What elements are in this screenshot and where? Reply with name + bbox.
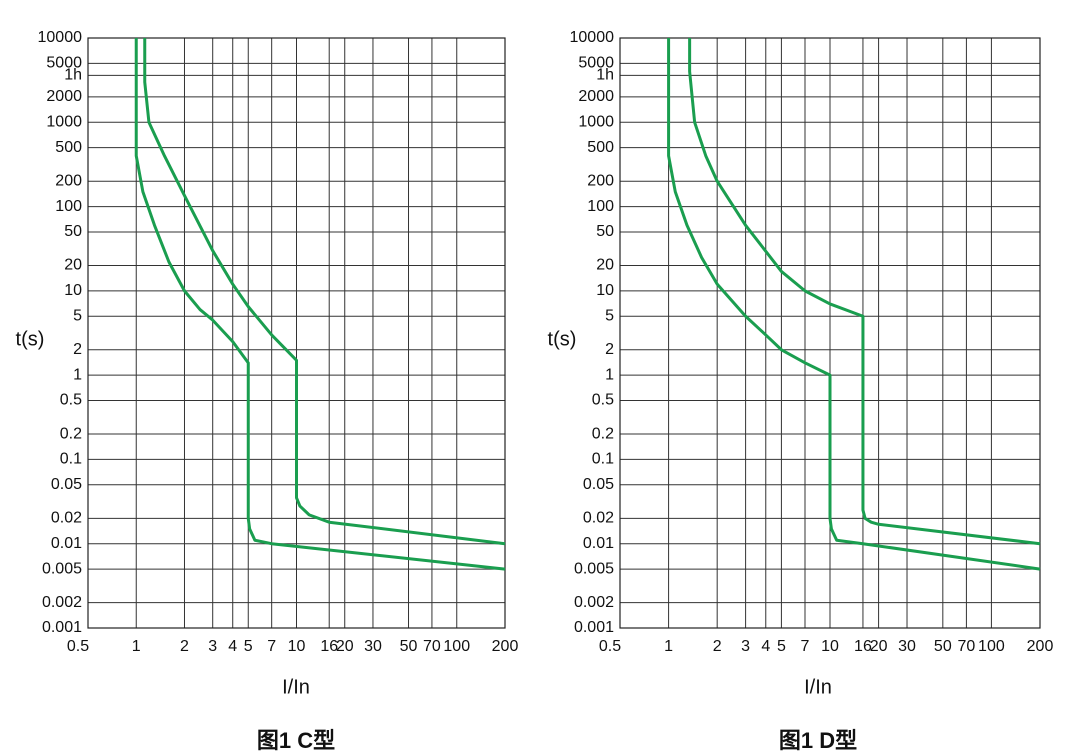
y-tick-label: 2 xyxy=(73,341,82,358)
y-tick-label: 20 xyxy=(596,257,614,274)
y-tick-label: 10000 xyxy=(570,29,615,46)
x-tick-label: 7 xyxy=(267,638,276,655)
y-tick-label: 500 xyxy=(55,139,82,156)
y-axis-title: t(s) xyxy=(548,328,577,350)
y-tick-label: 0.02 xyxy=(583,510,614,527)
y-tick-label: 2000 xyxy=(578,88,614,105)
y-tick-label: 1 xyxy=(73,366,82,383)
y-tick-label: 0.002 xyxy=(42,594,82,611)
y-tick-label: 50 xyxy=(64,223,82,240)
x-tick-label: 200 xyxy=(1027,638,1054,655)
x-tick-label: 1 xyxy=(132,638,141,655)
y-tick-label: 50 xyxy=(596,223,614,240)
x-tick-label: 20 xyxy=(870,638,888,655)
x-axis-title: I/In xyxy=(804,676,832,698)
y-tick-label: 200 xyxy=(55,172,82,189)
y-tick-label: 1000 xyxy=(578,114,614,131)
y-tick-label: 0.005 xyxy=(574,560,614,577)
x-tick-label: 100 xyxy=(443,638,470,655)
y-tick-label: 1000 xyxy=(46,114,82,131)
x-tick-label: 0.5 xyxy=(67,638,89,655)
y-tick-label: 0.005 xyxy=(42,560,82,577)
x-tick-label: 30 xyxy=(364,638,382,655)
y-tick-label: 100 xyxy=(587,198,614,215)
y-tick-label: 0.001 xyxy=(42,619,82,636)
y-tick-label: 0.2 xyxy=(592,425,614,442)
y-tick-label: 1h xyxy=(596,67,614,84)
x-tick-label: 7 xyxy=(801,638,810,655)
x-tick-label: 0.5 xyxy=(599,638,621,655)
x-tick-label: 2 xyxy=(713,638,722,655)
chart-caption: 图1 C型 xyxy=(257,728,335,753)
x-tick-label: 2 xyxy=(180,638,189,655)
y-tick-label: 5000 xyxy=(46,55,82,72)
curve xyxy=(143,38,506,546)
y-tick-label: 0.5 xyxy=(60,392,82,409)
x-tick-label: 10 xyxy=(288,638,306,655)
x-tick-label: 70 xyxy=(423,638,441,655)
x-tick-label: 30 xyxy=(898,638,916,655)
y-tick-label: 5 xyxy=(605,307,614,324)
x-tick-label: 16 xyxy=(320,638,338,655)
y-tick-label: 0.01 xyxy=(583,535,614,552)
plot-frame xyxy=(87,37,506,629)
y-tick-label: 0.1 xyxy=(592,451,614,468)
x-tick-label: 5 xyxy=(244,638,253,655)
x-tick-label: 5 xyxy=(777,638,786,655)
x-tick-label: 20 xyxy=(336,638,354,655)
y-tick-label: 100 xyxy=(55,198,82,215)
x-tick-label: 3 xyxy=(741,638,750,655)
plot-frame xyxy=(619,37,1041,629)
y-tick-label: 0.02 xyxy=(51,510,82,527)
x-tick-label: 50 xyxy=(400,638,418,655)
x-tick-label: 100 xyxy=(978,638,1005,655)
y-tick-label: 2000 xyxy=(46,88,82,105)
x-tick-label: 4 xyxy=(761,638,770,655)
curve xyxy=(667,38,1041,571)
y-tick-label: 5000 xyxy=(578,55,614,72)
y-tick-label: 0.01 xyxy=(51,535,82,552)
y-tick-label: 0.2 xyxy=(60,425,82,442)
curve xyxy=(688,38,1041,546)
curve xyxy=(134,38,506,571)
y-tick-label: 0.001 xyxy=(574,619,614,636)
y-tick-label: 0.002 xyxy=(574,594,614,611)
y-tick-label: 20 xyxy=(64,257,82,274)
x-axis-title: I/In xyxy=(282,676,310,698)
y-axis-title: t(s) xyxy=(16,328,45,350)
y-tick-label: 2 xyxy=(605,341,614,358)
y-tick-label: 500 xyxy=(587,139,614,156)
y-tick-label: 0.5 xyxy=(592,392,614,409)
y-tick-label: 5 xyxy=(73,307,82,324)
x-tick-label: 200 xyxy=(492,638,519,655)
y-tick-label: 1h xyxy=(64,67,82,84)
y-tick-label: 10 xyxy=(596,282,614,299)
chart-caption: 图1 D型 xyxy=(779,728,857,753)
x-tick-label: 10 xyxy=(821,638,839,655)
x-tick-label: 70 xyxy=(958,638,976,655)
y-tick-label: 200 xyxy=(587,172,614,189)
x-tick-label: 50 xyxy=(934,638,952,655)
y-tick-label: 0.05 xyxy=(583,476,614,493)
y-tick-label: 10000 xyxy=(38,29,83,46)
y-tick-label: 0.05 xyxy=(51,476,82,493)
y-tick-label: 10 xyxy=(64,282,82,299)
y-tick-label: 1 xyxy=(605,366,614,383)
x-tick-label: 4 xyxy=(228,638,237,655)
x-tick-label: 16 xyxy=(854,638,872,655)
x-tick-label: 3 xyxy=(208,638,217,655)
x-tick-label: 1 xyxy=(664,638,673,655)
y-tick-label: 0.1 xyxy=(60,451,82,468)
